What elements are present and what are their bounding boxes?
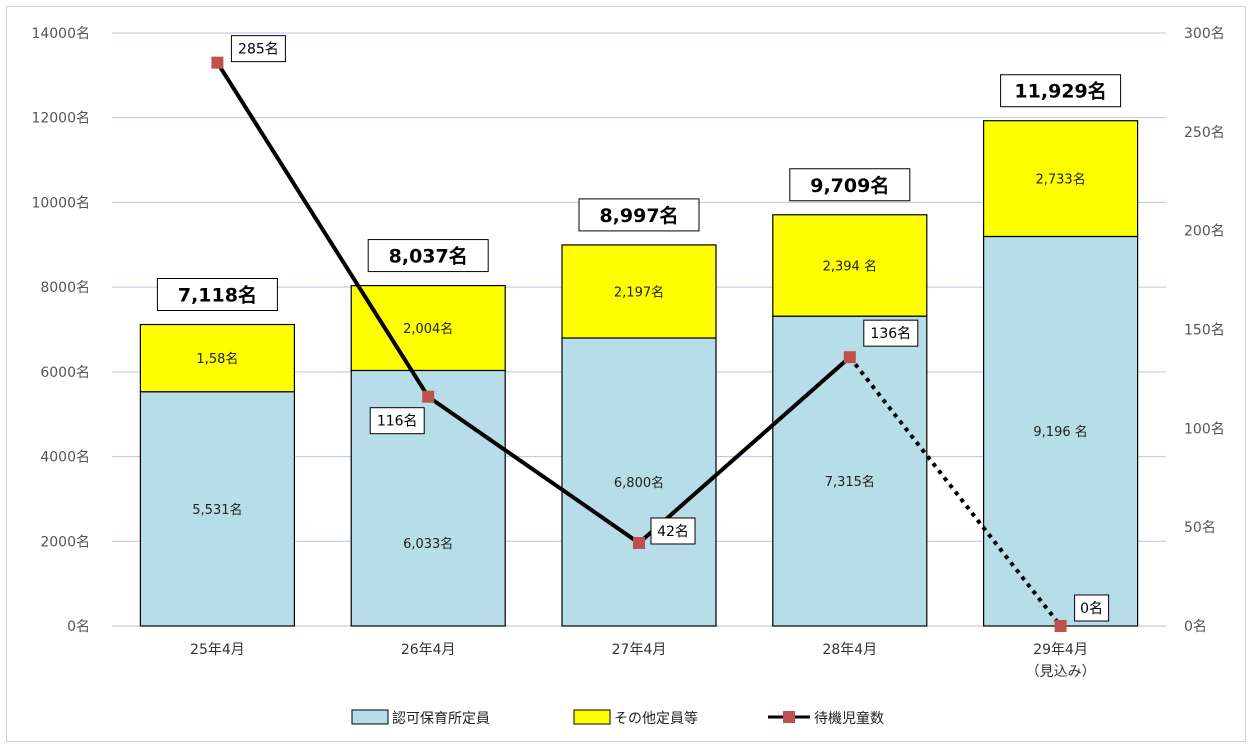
category-label: 29年4月 <box>1033 642 1088 658</box>
waiting-label-box <box>1074 594 1110 622</box>
legend-swatch-sonota <box>573 709 611 725</box>
bar-segment-sonota <box>561 244 717 339</box>
line-segment <box>427 395 641 545</box>
total-label-box <box>789 168 911 202</box>
bar-segment-ninka <box>772 315 928 627</box>
data-label-sonota: 2,394 名 <box>823 258 877 274</box>
data-label-ninka: 9,196 名 <box>1033 424 1087 440</box>
waiting-label: 42名 <box>657 524 689 540</box>
line-marker <box>843 351 856 364</box>
line-segment <box>215 61 430 398</box>
category-label: 28年4月 <box>822 642 877 658</box>
line-marker <box>633 536 645 549</box>
data-label-ninka: 6,033名 <box>403 536 453 552</box>
right-tick-label: 300名 <box>1184 26 1225 42</box>
bar-segment-ninka <box>561 337 717 627</box>
waiting-label-box <box>369 407 425 435</box>
bar-segment-ninka <box>139 391 295 627</box>
waiting-label-box <box>230 35 286 63</box>
total-label-box <box>156 278 278 312</box>
left-tick-label: 12000名 <box>31 111 90 127</box>
line-marker <box>1054 620 1067 632</box>
category-label: 25年4月 <box>190 642 245 658</box>
legend-label-ninka: 認可保育所定員 <box>392 711 490 727</box>
right-tick-label: 100名 <box>1184 421 1225 437</box>
legend-label-sonota: その他定員等 <box>614 710 698 727</box>
axes: 0名 2000名 4000名 6000名 8000名 10000名 12000名 14000名… <box>31 26 1224 680</box>
waiting-label: 136名 <box>870 326 911 342</box>
total-label: 8,037名 <box>389 245 468 268</box>
data-label-ninka: 7,315名 <box>825 474 875 490</box>
data-label-ninka: 5,531名 <box>192 502 242 518</box>
line-segment-dotted <box>848 355 1063 628</box>
waiting-label-box <box>650 517 696 545</box>
total-label: 9,709名 <box>810 174 889 197</box>
total-label-box <box>578 198 700 232</box>
line-marker <box>422 390 435 403</box>
left-tick-label: 14000名 <box>31 26 90 42</box>
legend: 認可保育所定員 その他定員等 待機児童数 <box>351 709 884 727</box>
left-tick-label: 2000名 <box>40 534 90 550</box>
waiting-label: 285名 <box>238 42 279 58</box>
total-label-box <box>367 239 489 273</box>
left-tick-label: 4000名 <box>40 450 90 466</box>
total-label: 11,929名 <box>1014 80 1106 103</box>
bars <box>139 120 1139 627</box>
line-series <box>211 56 1067 632</box>
legend-marker-waiting <box>783 711 795 723</box>
left-tick-label: 0名 <box>67 619 90 635</box>
waiting-label-box <box>863 319 919 347</box>
data-label-sonota: 2,197名 <box>614 284 664 300</box>
left-tick-label: 10000名 <box>31 195 90 211</box>
right-tick-label: 250名 <box>1184 125 1225 141</box>
line-segment <box>637 355 852 545</box>
waiting-label: 0名 <box>1080 601 1103 617</box>
category-label: 27年4月 <box>612 642 667 658</box>
line-marker <box>211 56 224 69</box>
bar-segment-ninka <box>982 235 1139 627</box>
bar-segment-sonota <box>350 284 506 372</box>
right-tick-label: 150名 <box>1184 323 1225 339</box>
waiting-label: 116名 <box>377 414 418 430</box>
category-sublabel: （見込み） <box>1026 664 1096 680</box>
total-label: 7,118名 <box>178 284 257 307</box>
data-label-ninka: 6,800名 <box>614 475 664 491</box>
right-tick-label: 50名 <box>1184 520 1216 536</box>
data-label-sonota: 2,004名 <box>403 321 453 337</box>
category-label: 26年4月 <box>401 642 456 658</box>
total-label: 8,997名 <box>599 204 678 227</box>
bar-segment-sonota <box>982 120 1139 238</box>
bar-segment-sonota <box>139 323 295 393</box>
left-tick-label: 8000名 <box>40 280 90 296</box>
legend-label-waiting: 待機児童数 <box>814 710 884 727</box>
right-tick-label: 0名 <box>1184 619 1207 635</box>
legend-swatch-ninka <box>351 709 389 725</box>
labels: 5,531名 1,58名 7,118名 6,033名 2,004名 8,037名 6,800… <box>156 35 1122 622</box>
right-tick-label: 200名 <box>1184 224 1225 240</box>
left-tick-label: 6000名 <box>40 365 90 381</box>
bar-segment-sonota <box>772 214 928 317</box>
total-label-box <box>1000 74 1122 108</box>
data-label-sonota: 1,58名 <box>196 351 238 367</box>
data-label-sonota: 2,733名 <box>1035 172 1085 188</box>
